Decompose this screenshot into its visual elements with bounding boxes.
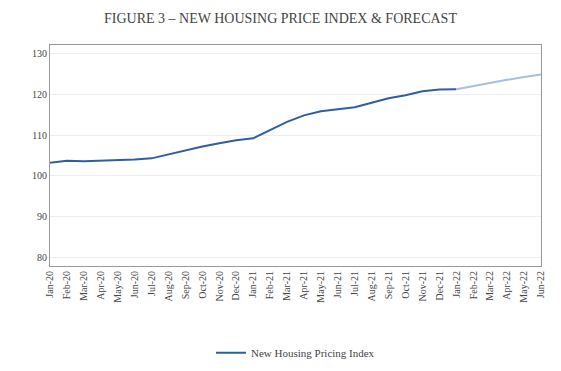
svg-text:May-20: May-20 [112, 271, 123, 303]
svg-text:FIGURE 3 – NEW HOUSING PRICE I: FIGURE 3 – NEW HOUSING PRICE INDEX & FOR… [104, 11, 457, 26]
svg-text:Nov-20: Nov-20 [214, 271, 225, 302]
svg-text:Oct-21: Oct-21 [400, 271, 411, 299]
svg-text:Jan-21: Jan-21 [247, 271, 258, 298]
svg-text:New Housing Pricing Index: New Housing Pricing Index [251, 347, 375, 359]
svg-text:May-22: May-22 [518, 271, 529, 303]
svg-text:80: 80 [37, 252, 47, 263]
svg-text:Jun-20: Jun-20 [129, 271, 140, 298]
svg-text:120: 120 [32, 89, 47, 100]
svg-text:Apr-21: Apr-21 [298, 271, 309, 300]
svg-text:Feb-20: Feb-20 [61, 271, 72, 299]
svg-text:Mar-20: Mar-20 [78, 271, 89, 301]
svg-text:Oct-20: Oct-20 [197, 271, 208, 299]
svg-text:Jun-21: Jun-21 [332, 271, 343, 298]
svg-text:130: 130 [32, 48, 47, 59]
svg-text:May-21: May-21 [315, 271, 326, 303]
svg-text:Sep-21: Sep-21 [383, 271, 394, 299]
svg-text:Jun-22: Jun-22 [535, 271, 546, 298]
svg-text:Mar-21: Mar-21 [281, 271, 292, 301]
svg-text:Apr-22: Apr-22 [501, 271, 512, 300]
svg-text:Apr-20: Apr-20 [95, 271, 106, 300]
svg-text:Nov-21: Nov-21 [417, 271, 428, 302]
svg-text:Jul-20: Jul-20 [146, 271, 157, 296]
svg-text:90: 90 [37, 211, 47, 222]
svg-text:Mar-22: Mar-22 [484, 271, 495, 301]
svg-text:Aug-21: Aug-21 [366, 271, 377, 302]
svg-text:Jan-22: Jan-22 [451, 271, 462, 298]
svg-text:Aug-20: Aug-20 [163, 271, 174, 302]
svg-text:100: 100 [32, 170, 47, 181]
svg-text:Feb-21: Feb-21 [264, 271, 275, 299]
svg-text:Dec-20: Dec-20 [230, 271, 241, 300]
svg-text:Jul-21: Jul-21 [349, 271, 360, 296]
svg-text:Feb-22: Feb-22 [468, 271, 479, 299]
svg-text:Dec-21: Dec-21 [434, 271, 445, 300]
svg-text:Jan-20: Jan-20 [44, 271, 55, 298]
svg-text:Sep-20: Sep-20 [180, 271, 191, 299]
svg-text:110: 110 [32, 130, 47, 141]
